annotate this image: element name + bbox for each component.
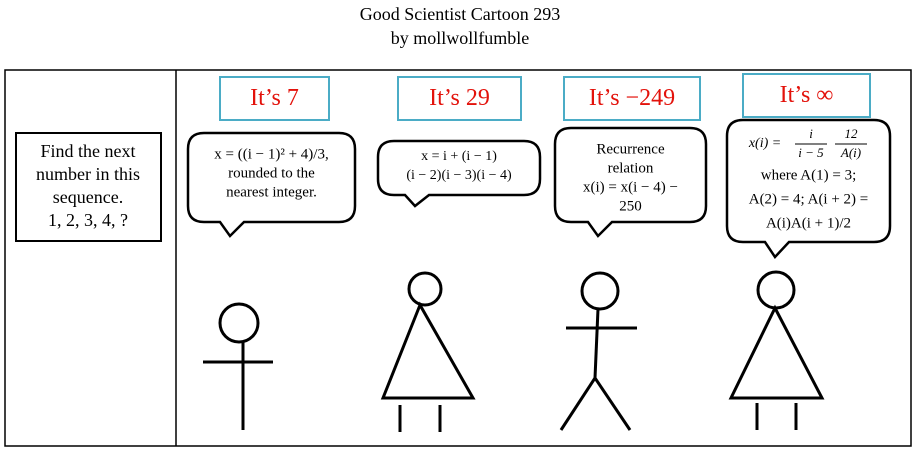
- answer-box: [219, 76, 330, 121]
- byline: by mollwollfumble: [391, 28, 530, 48]
- bubble-line: relation: [608, 160, 654, 176]
- title: Good Scientist Cartoon 293: [360, 4, 561, 24]
- bubble-line: x = i + (i − 1): [421, 149, 497, 164]
- answer: It’s 7: [250, 85, 299, 111]
- answer: It’s ∞: [780, 82, 834, 108]
- fraction-den: A(i): [840, 145, 861, 160]
- formula: x(i) =: [748, 136, 781, 151]
- bubble-line: A(2) = 4; A(i + 2) =: [749, 191, 869, 207]
- answer: It’s −249: [589, 85, 675, 111]
- speech-bubble: [553, 126, 708, 238]
- bubble-line: 250: [619, 198, 642, 214]
- prompt-line: number in this: [36, 164, 140, 184]
- fraction-den: i − 5: [798, 145, 824, 160]
- fraction-num: i: [809, 126, 813, 141]
- frame: [4, 69, 912, 447]
- fraction-num: 12: [845, 126, 859, 141]
- figure: [380, 271, 476, 432]
- bubble-line: nearest integer.: [226, 184, 317, 200]
- speech-bubble: [376, 139, 542, 208]
- prompt-line: 1, 2, 3, 4, ?: [48, 210, 128, 230]
- answer-box: [397, 76, 522, 121]
- answer-box: [563, 76, 701, 121]
- bubble-line: Recurrence: [596, 141, 665, 157]
- bubble-line: A(i)A(i + 1)/2: [766, 215, 851, 231]
- answer-box: [742, 73, 871, 118]
- prompt-box: [15, 132, 162, 242]
- bubble-line: (i − 2)(i − 3)(i − 4): [406, 168, 512, 183]
- figure: [203, 302, 273, 430]
- bubble-line: x = ((i − 1)² + 4)/3,: [214, 146, 328, 162]
- figure: [559, 271, 637, 431]
- bubble-line: x(i) = x(i − 4) −: [583, 179, 678, 195]
- figure: [728, 270, 825, 430]
- prompt-line: Find the next: [41, 141, 136, 161]
- bubble-line: where A(1) = 3;: [761, 167, 857, 183]
- answer: It’s 29: [429, 85, 490, 111]
- prompt-line: sequence.: [53, 187, 123, 207]
- bubble-line: rounded to the: [228, 165, 315, 181]
- speech-bubble: [186, 131, 357, 238]
- speech-bubble: [725, 118, 892, 260]
